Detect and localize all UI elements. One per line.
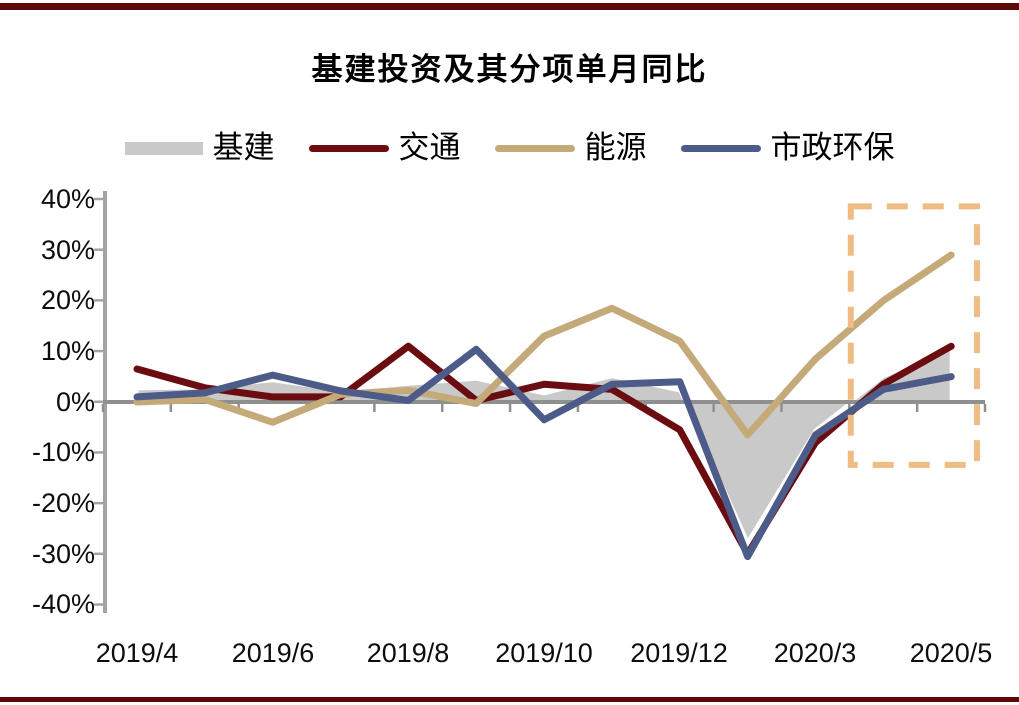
x-axis-label: 2019/4	[95, 638, 179, 668]
line-swatch-icon	[308, 144, 389, 152]
legend-item-energy: 能源	[494, 128, 647, 168]
y-axis-label: -10%	[31, 437, 95, 467]
series-line-1	[133, 251, 955, 439]
legend-item-municipal: 市政环保	[680, 128, 895, 168]
x-axis-label: 2019/6	[231, 638, 315, 668]
line-swatch-icon	[680, 144, 761, 152]
top-border	[0, 3, 1019, 10]
chart-title: 基建投资及其分项单月同比	[311, 52, 708, 88]
legend-label-municipal: 市政环保	[770, 130, 895, 166]
y-axis-label: 40%	[40, 184, 95, 214]
legend-label-infrastructure: 基建	[212, 130, 275, 166]
x-axis-label: 2020/3	[773, 638, 857, 668]
series-line-2	[133, 345, 955, 561]
area-swatch-icon	[124, 141, 203, 155]
legend-label-energy: 能源	[584, 130, 647, 166]
x-axis-label: 2019/8	[366, 638, 450, 668]
y-axis-label: 0%	[55, 387, 95, 417]
highlight-box	[847, 203, 980, 468]
line-swatch-icon	[494, 144, 575, 152]
y-axis-label: -40%	[31, 589, 95, 619]
y-axis-label: -20%	[31, 488, 95, 518]
x-axis-label: 2019/10	[495, 638, 593, 668]
x-axis-label: 2020/5	[909, 638, 993, 668]
y-axis-label: -30%	[31, 539, 95, 569]
legend-item-transport: 交通	[308, 128, 461, 168]
legend-label-transport: 交通	[398, 130, 461, 166]
series-line-0	[133, 342, 955, 558]
y-axis-label: 20%	[40, 285, 95, 315]
y-axis-label: 10%	[40, 336, 95, 366]
y-axis-label: 30%	[40, 235, 95, 265]
bottom-border	[0, 697, 1019, 702]
legend-item-infrastructure: 基建	[124, 128, 275, 168]
legend: 基建 交通 能源 市政环保	[0, 128, 1019, 168]
x-axis-label: 2019/12	[630, 638, 728, 668]
